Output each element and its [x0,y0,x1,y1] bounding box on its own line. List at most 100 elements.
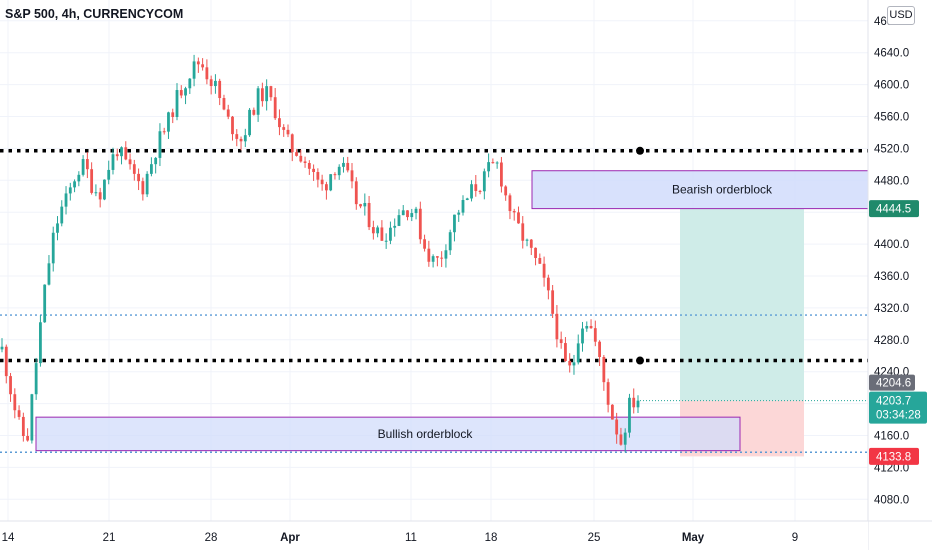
candle-body [397,215,401,226]
resistance-anchor-dot[interactable] [636,146,644,155]
candle-body [376,227,380,234]
time-tick-label: Apr [280,532,300,544]
candle-body [51,232,55,264]
orderblocks[interactable]: Bearish orderblock Bullish orderblock [35,170,869,452]
candle-body [418,208,422,240]
candle-body [9,376,12,395]
candle-body [286,129,290,135]
candle-body [457,212,461,215]
candle-body [414,208,418,214]
candle-body [598,341,601,357]
candle-body [427,248,431,262]
horizontal-levels[interactable] [0,146,868,453]
time-axis[interactable]: 14 21 28 Apr 11 18 25 May 9 [0,520,932,550]
time-tick-label: May [682,532,705,544]
stop-price-label-bg [869,447,919,465]
candle-body [60,206,64,224]
price-axis[interactable]: 4080.04120.04160.04200.04240.04280.04320… [867,0,932,550]
candle-body [606,382,610,405]
candle-body [299,155,303,162]
candle-body [504,186,508,196]
candle-body [325,184,328,191]
candle-body [115,154,119,157]
candle-body [290,134,294,153]
candle-body [68,187,72,194]
support-anchor-dot[interactable] [636,356,644,365]
candle-body [235,134,239,139]
candle-body [615,419,619,435]
candle-body [141,181,145,195]
price-tick-label: 4520.0 [874,143,909,155]
candle-body [470,184,473,199]
candle-body [231,116,234,135]
candle-body [525,239,529,241]
candle-body [359,204,362,207]
current-price-label: 4203.7 [876,396,911,408]
candle-body [303,161,307,163]
candle-body [111,154,115,170]
candle-body [243,135,247,142]
candle-body [256,88,260,115]
candle-body [307,162,311,169]
candle-body [145,173,149,195]
bullish-orderblock-label: Bullish orderblock [378,427,474,441]
bearish-orderblock-box[interactable] [531,170,869,210]
candle-body [175,90,179,117]
candle-body [431,256,435,262]
candle-body [218,80,222,99]
candle-body [389,227,392,241]
time-tick-label: 18 [485,532,498,544]
price-tick-label: 4640.0 [874,48,909,60]
candle-body [214,80,217,87]
candle-body [252,109,256,115]
currency-button[interactable]: USD [887,6,915,25]
candle-body [278,118,281,128]
candle-body [585,325,589,329]
candle-body [576,343,580,363]
candle-body [568,360,572,366]
candle-body [21,416,25,436]
candle-body [34,363,38,395]
candle-body [623,432,627,445]
time-axis-bg [0,521,868,550]
candle-body [26,435,30,441]
price-tick-label: 4080.0 [874,494,909,506]
candle-body [572,362,576,366]
candle-body [17,410,21,417]
candle-body [461,199,465,213]
candle-body [265,86,269,102]
candle-body [559,339,563,344]
candle-body [167,112,170,132]
candle-body [538,258,542,264]
candle-body [555,313,559,340]
candle-body [371,227,375,234]
candle-body [636,400,640,408]
candle-body [209,79,213,87]
profit-zone [680,208,804,401]
candle-body [448,232,452,251]
candle-body [269,86,273,98]
candle-body [239,138,243,142]
candle-body [628,397,631,433]
time-tick-label: 11 [405,532,417,544]
candle-body [222,98,226,110]
candle-body [205,67,209,80]
candle-body [103,179,106,200]
last-price-label-bg [869,374,915,391]
candle-body [495,162,499,164]
candle-body [39,322,42,364]
bullish-orderblock-box[interactable] [35,416,741,452]
candle-body [610,404,614,420]
time-tick-label: 25 [588,532,601,544]
time-tick-label: 14 [2,532,15,544]
candle-body [546,277,550,291]
candle-body [171,112,175,117]
candles [0,54,640,453]
candle-body [632,397,636,408]
candle-body [320,179,324,185]
candle-body [444,250,448,259]
candle-body [465,198,469,200]
candle-body [333,174,337,176]
candle-body [593,328,597,342]
